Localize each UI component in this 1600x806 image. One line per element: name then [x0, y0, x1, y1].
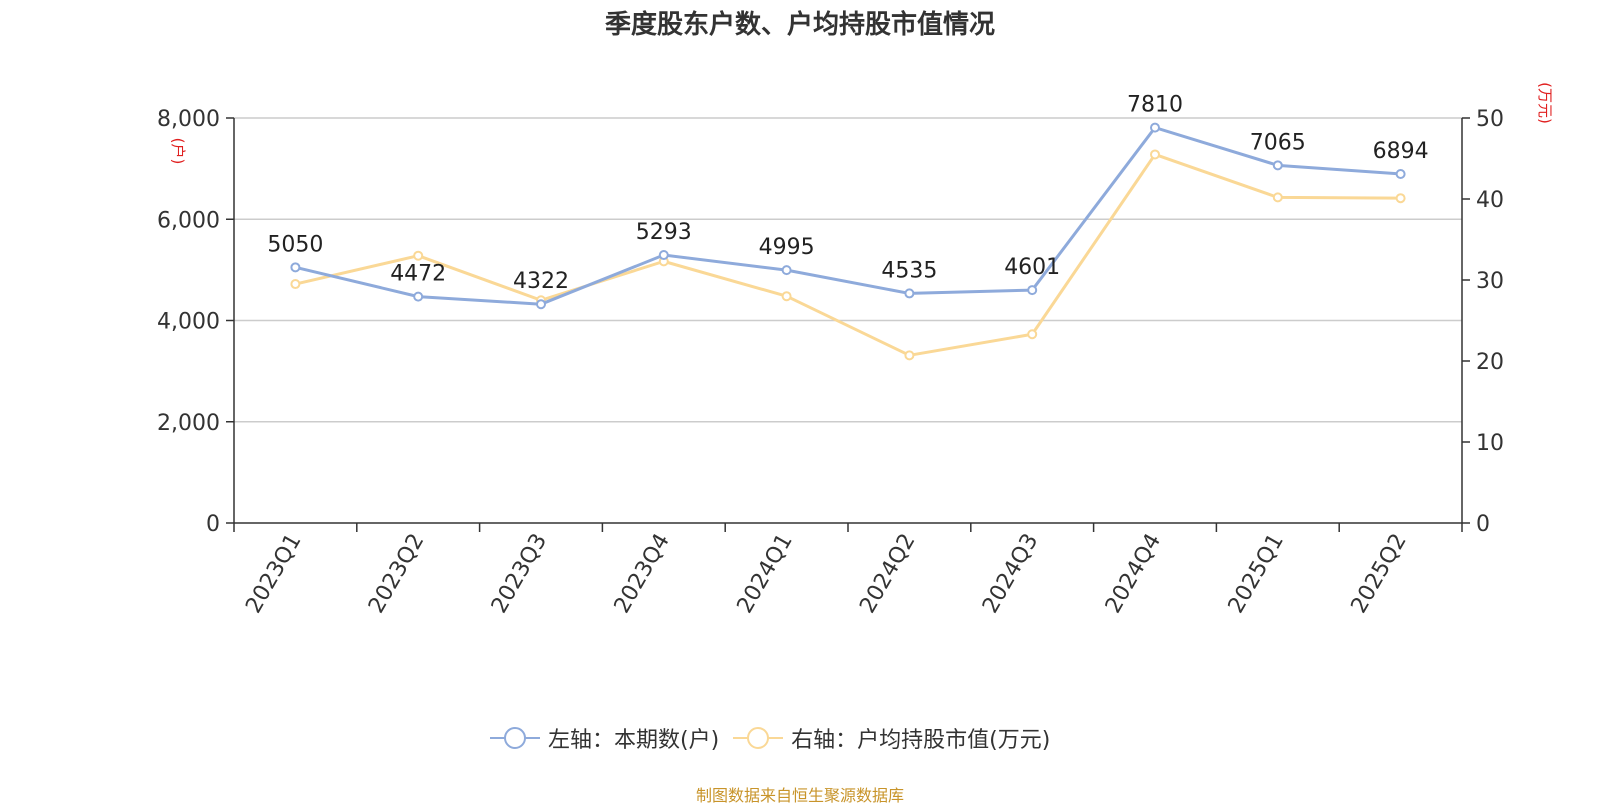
data-label: 5293 [636, 220, 692, 245]
data-point-left [904, 288, 915, 299]
data-label: 7065 [1250, 130, 1306, 155]
data-point-left [536, 299, 546, 310]
data-point-left [1027, 285, 1038, 296]
legend[interactable]: 左轴：本期数(户) 右轴：户均持股市值(万元) [490, 722, 1064, 754]
legend-swatch-right-icon [733, 726, 784, 750]
x-tick-label: 2024Q4 [1101, 530, 1166, 618]
series-line-right [295, 152, 1401, 357]
x-tick-label: 2024Q2 [855, 530, 920, 618]
right-axis-unit-label: (万元) [1536, 82, 1554, 124]
data-point-right [413, 250, 424, 261]
x-tick-label: 2024Q1 [732, 530, 797, 618]
chart-title: 季度股东户数、户均持股市值情况 [604, 10, 995, 40]
left-axis-unit-label: (户) [169, 138, 187, 165]
right-tick-label: 30 [1476, 269, 1504, 294]
left-tick-label: 6,000 [157, 208, 220, 233]
data-point-left [413, 291, 424, 302]
right-tick-label: 10 [1476, 431, 1504, 456]
right-tick-label: 20 [1476, 350, 1504, 375]
x-tick-label: 2023Q3 [487, 530, 552, 618]
source-note: 制图数据来自恒生聚源数据库 [695, 786, 904, 805]
x-tick-label: 2023Q4 [610, 530, 675, 618]
data-point-left [658, 250, 669, 261]
data-point-right [1272, 192, 1283, 203]
data-point-left [290, 262, 301, 273]
data-point-right [1027, 329, 1038, 340]
data-label: 6894 [1373, 139, 1429, 164]
data-point-left [1272, 160, 1283, 171]
x-tick-label: 2025Q1 [1224, 530, 1289, 618]
data-label: 4601 [1004, 255, 1060, 280]
data-point-left [1150, 122, 1160, 133]
data-point-right [781, 291, 792, 302]
left-tick-label: 0 [206, 512, 220, 537]
legend-swatch-left-icon [490, 726, 540, 750]
left-tick-label: 2,000 [157, 411, 220, 436]
left-tick-label: 8,000 [157, 107, 220, 132]
data-label: 4472 [390, 262, 446, 287]
data-label: 5050 [267, 232, 323, 257]
data-label: 4535 [881, 258, 937, 283]
right-tick-label: 50 [1476, 107, 1504, 132]
data-label: 7810 [1127, 93, 1183, 118]
legend-item-right-series[interactable]: 右轴：户均持股市值(万元) [733, 722, 1050, 754]
data-point-right [1395, 193, 1406, 204]
data-point-right [904, 350, 915, 361]
data-label: 4322 [513, 269, 569, 294]
right-tick-label: 0 [1476, 512, 1490, 537]
legend-item-left-series[interactable]: 左轴：本期数(户) [490, 722, 719, 754]
x-tick-label: 2023Q2 [364, 530, 429, 618]
legend-label-right: 右轴：户均持股市值(万元) [791, 728, 1051, 753]
legend-label-left: 左轴：本期数(户) [548, 728, 720, 753]
data-point-right [290, 279, 301, 290]
data-point-left [1395, 168, 1406, 179]
right-tick-label: 40 [1476, 188, 1504, 213]
data-label: 4995 [759, 235, 815, 260]
series-line-left [295, 126, 1401, 306]
data-point-left [781, 265, 792, 276]
data-point-right [1150, 149, 1160, 160]
x-tick-label: 2024Q3 [978, 530, 1043, 618]
x-tick-label: 2025Q2 [1346, 530, 1411, 618]
x-tick-label: 2023Q1 [241, 530, 306, 618]
left-tick-label: 4,000 [157, 310, 220, 335]
